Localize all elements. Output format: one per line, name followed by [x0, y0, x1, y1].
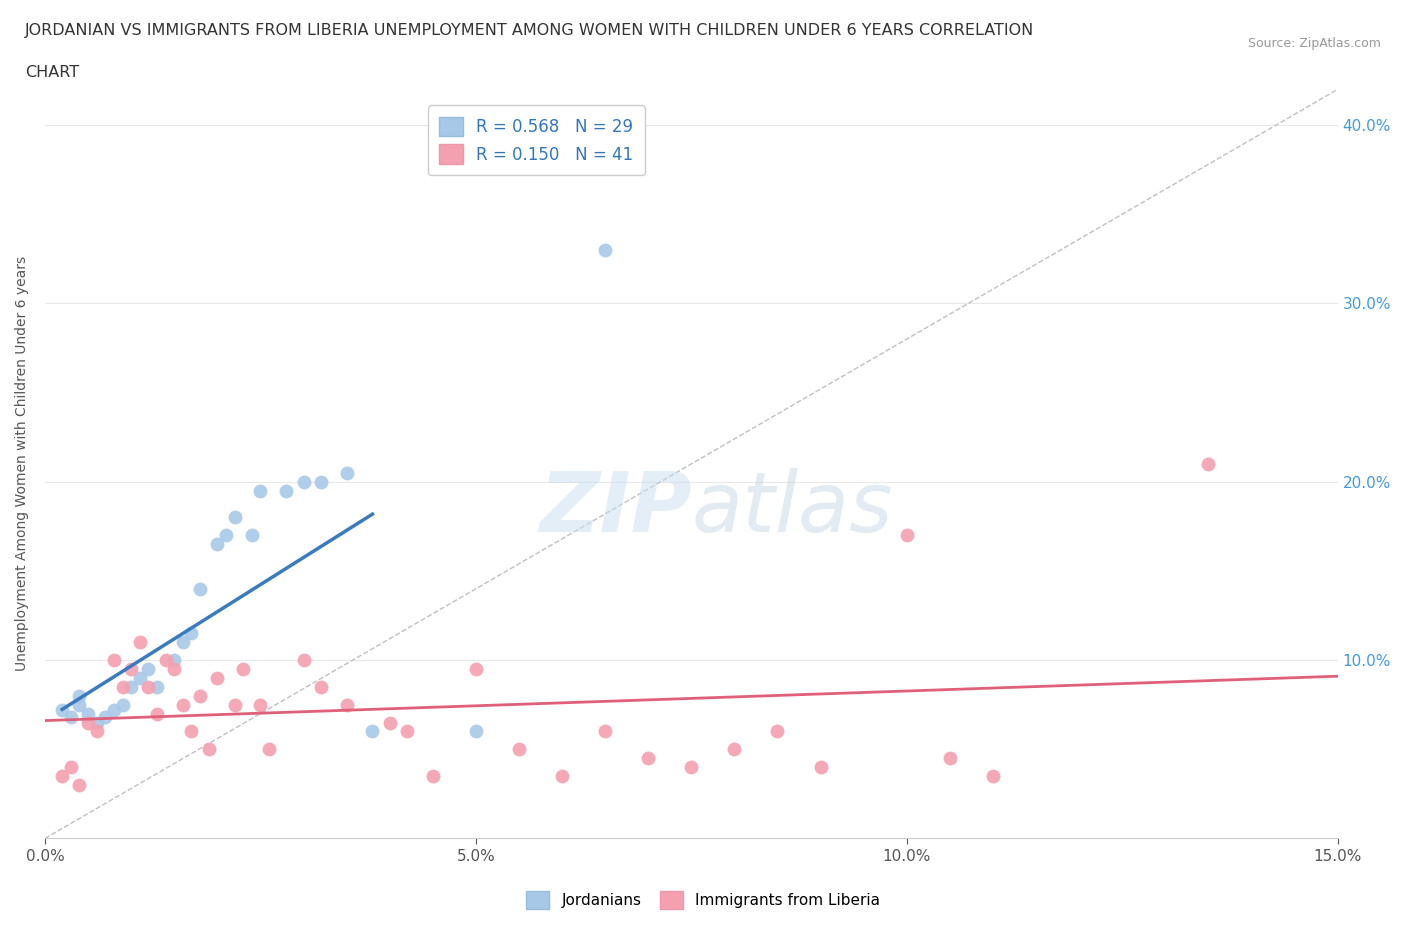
Point: [59, 710, 82, 724]
Point: [86, 715, 108, 730]
Point: [51, 768, 73, 783]
Point: [163, 653, 186, 668]
Point: [155, 653, 177, 668]
Point: [1197, 457, 1219, 472]
Point: [197, 742, 219, 757]
Point: [464, 724, 486, 738]
Point: [146, 706, 169, 721]
Point: [723, 742, 745, 757]
Point: [681, 760, 703, 775]
Text: atlas: atlas: [692, 469, 893, 550]
Point: [103, 653, 125, 668]
Point: [361, 724, 384, 738]
Point: [276, 484, 298, 498]
Point: [336, 698, 359, 712]
Point: [336, 465, 359, 480]
Point: [207, 671, 229, 685]
Point: [309, 474, 332, 489]
Point: [207, 537, 229, 551]
Point: [224, 510, 246, 525]
Point: [120, 680, 142, 695]
Point: [292, 653, 315, 668]
Point: [896, 528, 918, 543]
Point: [508, 742, 530, 757]
Point: [257, 742, 280, 757]
Text: ZIP: ZIP: [538, 469, 692, 550]
Point: [69, 777, 91, 792]
Point: [172, 698, 194, 712]
Point: [981, 768, 1004, 783]
Point: [138, 680, 160, 695]
Point: [163, 661, 186, 676]
Point: [766, 724, 789, 738]
Point: [69, 688, 91, 703]
Point: [215, 528, 238, 543]
Point: [94, 710, 117, 724]
Legend: Jordanians, Immigrants from Liberia: Jordanians, Immigrants from Liberia: [520, 885, 886, 915]
Point: [224, 698, 246, 712]
Point: [422, 768, 444, 783]
Y-axis label: Unemployment Among Women with Children Under 6 years: Unemployment Among Women with Children U…: [15, 257, 30, 671]
Point: [77, 715, 100, 730]
Point: [810, 760, 832, 775]
Point: [146, 680, 169, 695]
Point: [249, 484, 271, 498]
Point: [395, 724, 418, 738]
Point: [138, 661, 160, 676]
Legend: R = 0.568   N = 29, R = 0.150   N = 41: R = 0.568 N = 29, R = 0.150 N = 41: [427, 105, 645, 176]
Text: JORDANIAN VS IMMIGRANTS FROM LIBERIA UNEMPLOYMENT AMONG WOMEN WITH CHILDREN UNDE: JORDANIAN VS IMMIGRANTS FROM LIBERIA UNE…: [25, 23, 1035, 38]
Text: Source: ZipAtlas.com: Source: ZipAtlas.com: [1247, 37, 1381, 50]
Point: [59, 760, 82, 775]
Point: [188, 688, 211, 703]
Point: [51, 702, 73, 717]
Point: [69, 698, 91, 712]
Point: [593, 724, 616, 738]
Point: [249, 698, 271, 712]
Point: [292, 474, 315, 489]
Point: [172, 635, 194, 650]
Point: [103, 702, 125, 717]
Point: [593, 243, 616, 258]
Point: [128, 635, 150, 650]
Point: [128, 671, 150, 685]
Point: [637, 751, 659, 765]
Point: [86, 724, 108, 738]
Point: [551, 768, 574, 783]
Point: [378, 715, 401, 730]
Point: [180, 626, 202, 641]
Point: [309, 680, 332, 695]
Point: [77, 706, 100, 721]
Point: [111, 680, 134, 695]
Text: CHART: CHART: [25, 65, 79, 80]
Point: [111, 698, 134, 712]
Point: [232, 661, 254, 676]
Point: [939, 751, 962, 765]
Point: [120, 661, 142, 676]
Point: [464, 661, 486, 676]
Point: [180, 724, 202, 738]
Point: [188, 581, 211, 596]
Point: [240, 528, 263, 543]
